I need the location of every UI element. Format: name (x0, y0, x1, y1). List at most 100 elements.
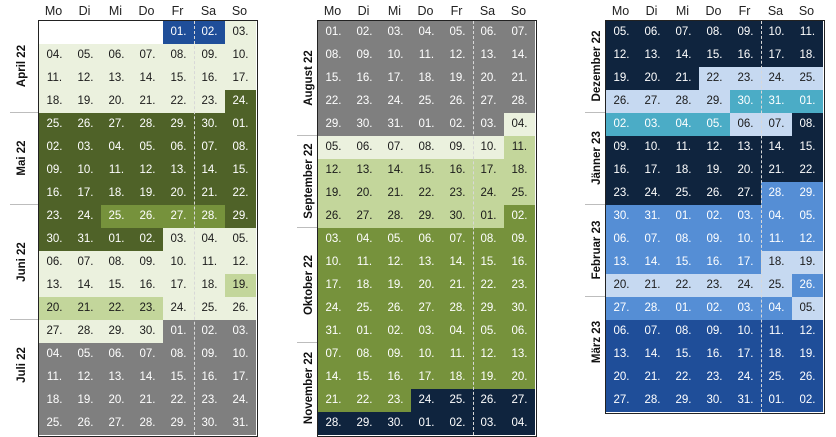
day-cell[interactable]: 24. (473, 182, 504, 205)
day-cell[interactable]: 01. (668, 297, 699, 320)
day-cell[interactable]: 31. (730, 389, 761, 412)
day-cell[interactable]: 30. (730, 90, 761, 113)
day-cell[interactable]: 02. (194, 21, 225, 44)
day-cell[interactable]: 29. (699, 90, 730, 113)
day-cell[interactable]: 24. (761, 67, 792, 90)
day-cell[interactable]: 26. (473, 389, 504, 412)
day-cell[interactable]: 29. (318, 113, 349, 136)
day-cell[interactable]: 04. (39, 44, 70, 67)
day-cell[interactable]: 24. (318, 297, 349, 320)
day-cell[interactable]: 19. (225, 274, 256, 297)
day-cell[interactable]: 04. (761, 205, 792, 228)
day-cell[interactable]: 20. (637, 67, 668, 90)
day-cell[interactable]: 02. (504, 205, 535, 228)
day-cell[interactable]: 09. (606, 136, 637, 159)
day-cell[interactable]: 06. (473, 21, 504, 44)
day-cell[interactable]: 10. (225, 44, 256, 67)
day-cell[interactable]: 28. (132, 113, 163, 136)
day-cell[interactable]: 10. (70, 159, 101, 182)
day-cell[interactable]: 06. (163, 136, 194, 159)
day-cell[interactable]: 19. (70, 389, 101, 412)
day-cell[interactable]: 26. (318, 205, 349, 228)
day-cell[interactable]: 07. (637, 320, 668, 343)
day-cell[interactable]: 13. (730, 136, 761, 159)
day-cell[interactable]: 19. (792, 251, 823, 274)
day-cell[interactable]: 06. (39, 251, 70, 274)
day-cell[interactable]: 18. (101, 182, 132, 205)
day-cell[interactable]: 08. (163, 343, 194, 366)
day-cell[interactable]: 11. (411, 44, 442, 67)
day-cell[interactable]: 12. (132, 159, 163, 182)
day-cell[interactable]: 30. (194, 113, 225, 136)
day-cell[interactable]: 16. (699, 251, 730, 274)
day-cell[interactable]: 25. (194, 297, 225, 320)
day-cell[interactable]: 23. (699, 274, 730, 297)
day-cell[interactable]: 20. (606, 274, 637, 297)
day-cell[interactable]: 05. (132, 136, 163, 159)
day-cell[interactable]: 01. (349, 320, 380, 343)
day-cell[interactable]: 17. (730, 251, 761, 274)
day-cell[interactable]: 21. (194, 182, 225, 205)
day-cell[interactable]: 16. (194, 67, 225, 90)
day-cell[interactable]: 18. (411, 67, 442, 90)
day-cell[interactable]: 01. (411, 113, 442, 136)
day-cell[interactable]: 01. (225, 113, 256, 136)
day-cell[interactable]: 01. (792, 90, 823, 113)
day-cell[interactable]: 25. (442, 389, 473, 412)
day-cell[interactable]: 27. (637, 90, 668, 113)
day-cell[interactable]: 02. (39, 136, 70, 159)
day-cell[interactable]: 24. (225, 389, 256, 412)
day-cell[interactable]: 14. (132, 67, 163, 90)
day-cell[interactable]: 07. (318, 343, 349, 366)
day-cell[interactable]: 23. (380, 389, 411, 412)
day-cell[interactable]: 23. (606, 182, 637, 205)
day-cell[interactable]: 18. (761, 343, 792, 366)
day-cell[interactable]: 28. (668, 90, 699, 113)
day-cell[interactable]: 11. (39, 67, 70, 90)
day-cell[interactable]: 14. (318, 366, 349, 389)
day-cell[interactable]: 20. (606, 366, 637, 389)
day-cell[interactable]: 08. (163, 44, 194, 67)
day-cell[interactable]: 16. (606, 159, 637, 182)
day-cell[interactable]: 11. (349, 251, 380, 274)
day-cell[interactable]: 25. (349, 297, 380, 320)
day-cell[interactable]: 25. (792, 67, 823, 90)
day-cell[interactable]: 10. (473, 136, 504, 159)
day-cell[interactable]: 23. (194, 389, 225, 412)
day-cell[interactable]: 19. (442, 67, 473, 90)
day-cell[interactable]: 12. (70, 366, 101, 389)
day-cell[interactable]: 19. (792, 343, 823, 366)
day-cell[interactable]: 04. (194, 228, 225, 251)
day-cell[interactable]: 25. (504, 182, 535, 205)
day-cell[interactable]: 05. (792, 205, 823, 228)
day-cell[interactable]: 06. (504, 320, 535, 343)
day-cell[interactable]: 27. (606, 297, 637, 320)
day-cell[interactable]: 09. (39, 159, 70, 182)
day-cell[interactable]: 04. (504, 113, 535, 136)
day-cell[interactable]: 21. (668, 67, 699, 90)
day-cell[interactable]: 15. (411, 159, 442, 182)
day-cell[interactable]: 26. (792, 366, 823, 389)
day-cell[interactable]: 06. (101, 343, 132, 366)
day-cell[interactable]: 04. (349, 228, 380, 251)
day-cell[interactable]: 15. (163, 366, 194, 389)
day-cell[interactable]: 04. (442, 320, 473, 343)
day-cell[interactable]: 09. (699, 320, 730, 343)
day-cell[interactable]: 28. (761, 182, 792, 205)
day-cell[interactable]: 17. (225, 67, 256, 90)
day-cell[interactable]: 13. (411, 251, 442, 274)
day-cell[interactable]: 23. (699, 366, 730, 389)
day-cell[interactable]: 08. (101, 251, 132, 274)
day-cell[interactable]: 02. (349, 21, 380, 44)
day-cell[interactable]: 03. (163, 228, 194, 251)
day-cell[interactable]: 02. (699, 205, 730, 228)
day-cell[interactable]: 08. (668, 320, 699, 343)
day-cell[interactable]: 10. (730, 228, 761, 251)
day-cell[interactable]: 05. (442, 21, 473, 44)
day-cell[interactable]: 25. (39, 113, 70, 136)
day-cell[interactable]: 22. (101, 297, 132, 320)
day-cell[interactable]: 08. (318, 44, 349, 67)
day-cell[interactable]: 01. (761, 389, 792, 412)
day-cell[interactable]: 09. (349, 44, 380, 67)
day-cell[interactable]: 07. (442, 228, 473, 251)
